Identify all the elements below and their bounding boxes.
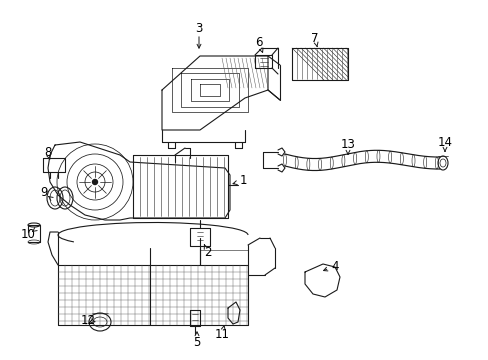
Text: 12: 12 [81, 314, 95, 327]
Text: 6: 6 [255, 36, 262, 49]
Text: 4: 4 [330, 260, 338, 273]
Text: 5: 5 [193, 336, 200, 348]
Text: 2: 2 [204, 247, 211, 260]
Text: 8: 8 [44, 147, 52, 159]
Circle shape [92, 180, 97, 184]
Text: 3: 3 [195, 22, 202, 35]
Text: 7: 7 [311, 31, 318, 45]
Text: 14: 14 [437, 135, 451, 148]
Text: 1: 1 [239, 175, 246, 188]
Text: 11: 11 [214, 328, 229, 342]
Text: 10: 10 [20, 229, 35, 242]
Text: 9: 9 [40, 186, 48, 199]
Text: 13: 13 [340, 139, 355, 152]
